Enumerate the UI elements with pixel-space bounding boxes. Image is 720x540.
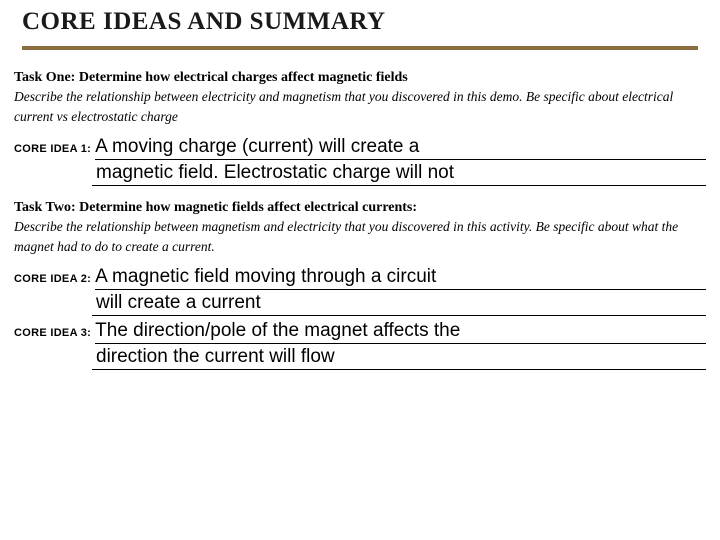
- core-idea-2-cont-row: will create a current: [14, 292, 706, 316]
- core-idea-3-cont-row: direction the current will flow: [14, 346, 706, 370]
- core-idea-2-answer-line2: will create a current: [92, 292, 706, 316]
- core-idea-1-answer-line2: magnetic field. Electrostatic charge wil…: [92, 162, 706, 186]
- page-title: CORE IDEAS AND SUMMARY: [22, 8, 698, 36]
- spacer: [14, 162, 92, 186]
- header: CORE IDEAS AND SUMMARY: [0, 0, 720, 36]
- core-idea-1-answer-line1: A moving charge (current) will create a: [95, 136, 706, 160]
- core-idea-2-answer-line1: A magnetic field moving through a circui…: [95, 266, 706, 290]
- core-idea-2-row: CORE IDEA 2: A magnetic field moving thr…: [14, 266, 706, 290]
- core-idea-3-answer-line1: The direction/pole of the magnet affects…: [95, 320, 706, 344]
- task-two-description: Describe the relationship between magnet…: [14, 217, 706, 256]
- core-idea-3-row: CORE IDEA 3: The direction/pole of the m…: [14, 320, 706, 344]
- core-idea-3-answer-line2: direction the current will flow: [92, 346, 706, 370]
- core-idea-3-label: CORE IDEA 3:: [14, 327, 95, 339]
- spacer: [14, 346, 92, 370]
- task-one-block: Task One: Determine how electrical charg…: [14, 70, 706, 186]
- task-one-heading: Task One: Determine how electrical charg…: [14, 70, 706, 86]
- core-idea-1-row: CORE IDEA 1: A moving charge (current) w…: [14, 136, 706, 160]
- task-two-heading: Task Two: Determine how magnetic fields …: [14, 200, 706, 216]
- task-one-description: Describe the relationship between electr…: [14, 87, 706, 126]
- core-idea-1-cont-row: magnetic field. Electrostatic charge wil…: [14, 162, 706, 186]
- core-idea-1-label: CORE IDEA 1:: [14, 143, 95, 155]
- content-area: Task One: Determine how electrical charg…: [0, 50, 720, 370]
- spacer: [14, 292, 92, 316]
- core-idea-2-label: CORE IDEA 2:: [14, 273, 95, 285]
- task-two-block: Task Two: Determine how magnetic fields …: [14, 200, 706, 370]
